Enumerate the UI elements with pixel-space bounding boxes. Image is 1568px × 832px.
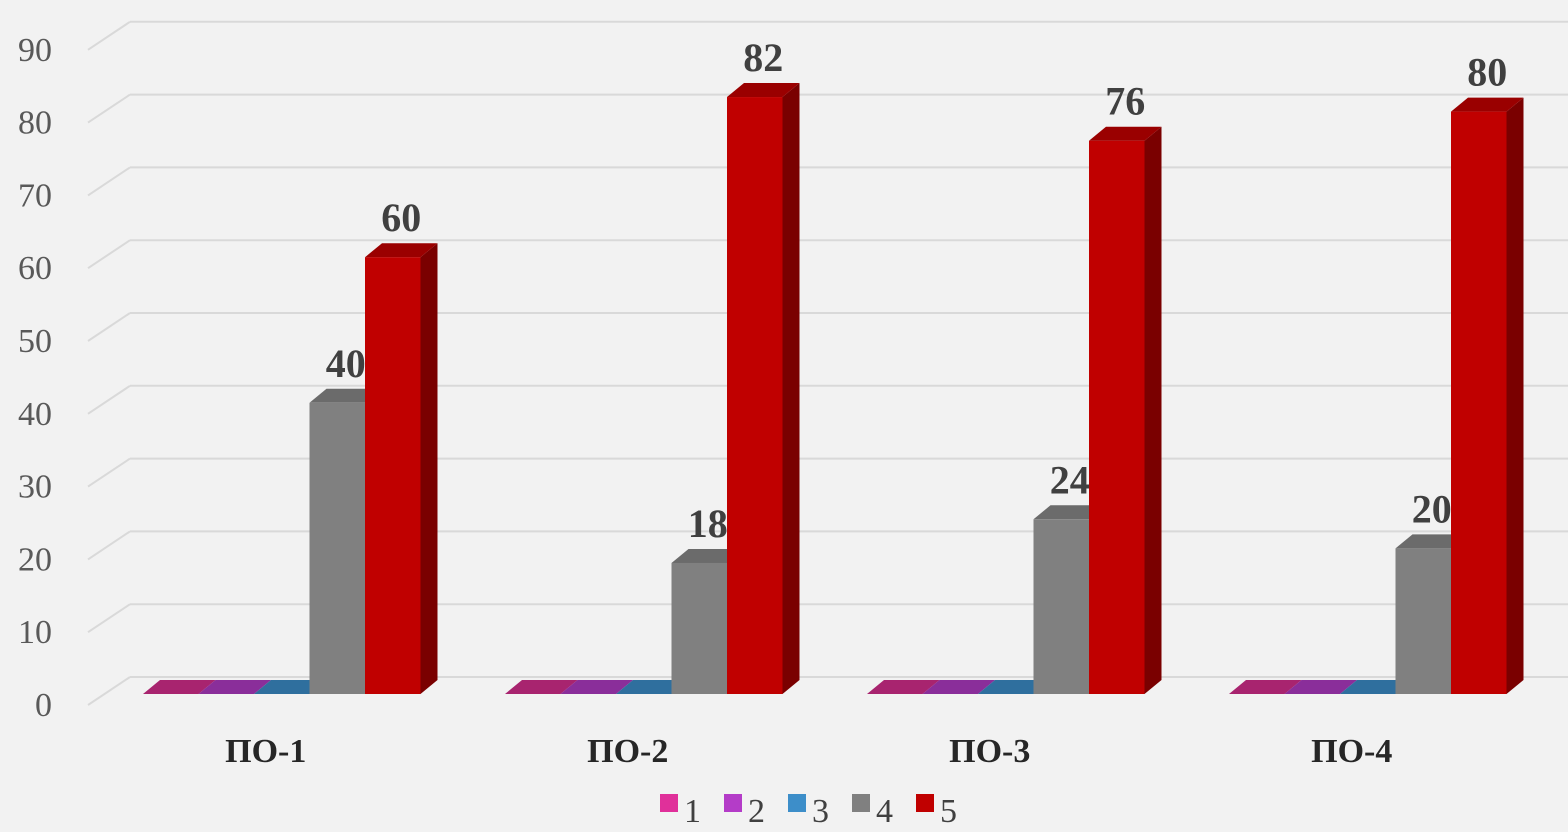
legend-swatch-5 (916, 794, 934, 812)
category-label: ПО-3 (949, 733, 1030, 770)
bar-top-1 (143, 680, 216, 694)
legend-swatch-1 (660, 794, 678, 812)
bar-series-4 (1395, 548, 1451, 694)
bar-top-3 (1340, 680, 1413, 694)
gridline-diagonal (87, 166, 131, 197)
legend-swatch-4 (852, 794, 870, 812)
bar-series-5 (1089, 140, 1145, 695)
legend-swatch-2 (724, 794, 742, 812)
data-labels: 40 60 18 82 24 76 20 80 (326, 35, 1508, 546)
data-label: 20 (1412, 486, 1452, 531)
gridline-diagonal (87, 239, 131, 270)
bar-top-2 (922, 680, 995, 694)
y-tick-label: 0 (35, 687, 52, 724)
data-label: 60 (381, 195, 421, 240)
legend-label: 1 (684, 793, 701, 827)
bar-top-3 (254, 680, 327, 694)
data-label: 80 (1467, 50, 1507, 95)
bar-top-4 (1395, 534, 1468, 549)
y-tick-label: 60 (18, 250, 52, 287)
y-tick-label: 90 (18, 32, 52, 69)
gridline-diagonal (87, 312, 131, 342)
bars (143, 83, 1524, 695)
legend-swatch-3 (788, 794, 806, 812)
y-axis-ticks: 0 10 20 30 40 50 60 70 80 90 (18, 32, 52, 724)
bar-side-5 (1506, 97, 1524, 695)
bar-top-5 (1451, 97, 1524, 112)
bar-top-1 (1229, 680, 1302, 694)
y-tick-label: 30 (18, 469, 52, 506)
gridline-diagonal (87, 676, 131, 706)
bar-top-3 (978, 680, 1051, 694)
data-label: 82 (743, 35, 783, 80)
bar-top-2 (198, 680, 271, 694)
bar-top-1 (505, 680, 578, 694)
gridline-diagonal (87, 530, 131, 561)
y-tick-label: 10 (18, 614, 52, 651)
bar-side-5 (1144, 126, 1162, 695)
category-label: ПО-2 (587, 733, 668, 770)
bar-top-4 (1033, 505, 1106, 520)
legend: 1 2 3 4 5 (660, 793, 957, 830)
legend-label: 3 (812, 793, 829, 827)
bar-side-5 (782, 83, 800, 695)
bar-top-5 (727, 83, 800, 98)
legend-label: 4 (876, 793, 893, 827)
bar-top-2 (1284, 680, 1357, 694)
gridline-diagonal (87, 603, 131, 634)
bar-side-5 (420, 243, 438, 694)
y-tick-label: 80 (18, 105, 52, 142)
x-axis-categories: ПО-1 ПО-2 ПО-3 ПО-4 (225, 733, 1392, 770)
bar-series-4 (309, 402, 365, 694)
y-tick-label: 40 (18, 396, 52, 433)
bar-series-5 (727, 97, 783, 695)
bar-top-4 (309, 388, 382, 403)
bar-top-5 (365, 243, 438, 258)
bar-series-4 (1033, 519, 1089, 694)
bar-series-5 (365, 257, 421, 694)
bar-top-4 (671, 548, 744, 563)
legend-label: 2 (748, 793, 765, 827)
bar-top-1 (867, 680, 940, 694)
bar-top-3 (616, 680, 689, 694)
y-tick-label: 20 (18, 541, 52, 578)
data-label: 18 (688, 501, 728, 546)
category-label: ПО-1 (225, 733, 306, 770)
data-label: 24 (1050, 457, 1090, 502)
data-label: 40 (326, 341, 366, 386)
bar-top-2 (560, 680, 633, 694)
bar-series-5 (1451, 111, 1507, 695)
y-tick-label: 50 (18, 323, 52, 360)
gridline-diagonal (87, 20, 131, 51)
category-label: ПО-4 (1311, 733, 1392, 770)
gridline-diagonal (87, 384, 131, 415)
data-label: 76 (1105, 79, 1145, 124)
gridline-diagonal (87, 93, 131, 124)
legend-label: 5 (940, 793, 957, 827)
bar-series-4 (671, 562, 727, 694)
bar-top-5 (1089, 126, 1162, 141)
gridline-diagonal (87, 457, 131, 488)
y-tick-label: 70 (18, 177, 52, 214)
